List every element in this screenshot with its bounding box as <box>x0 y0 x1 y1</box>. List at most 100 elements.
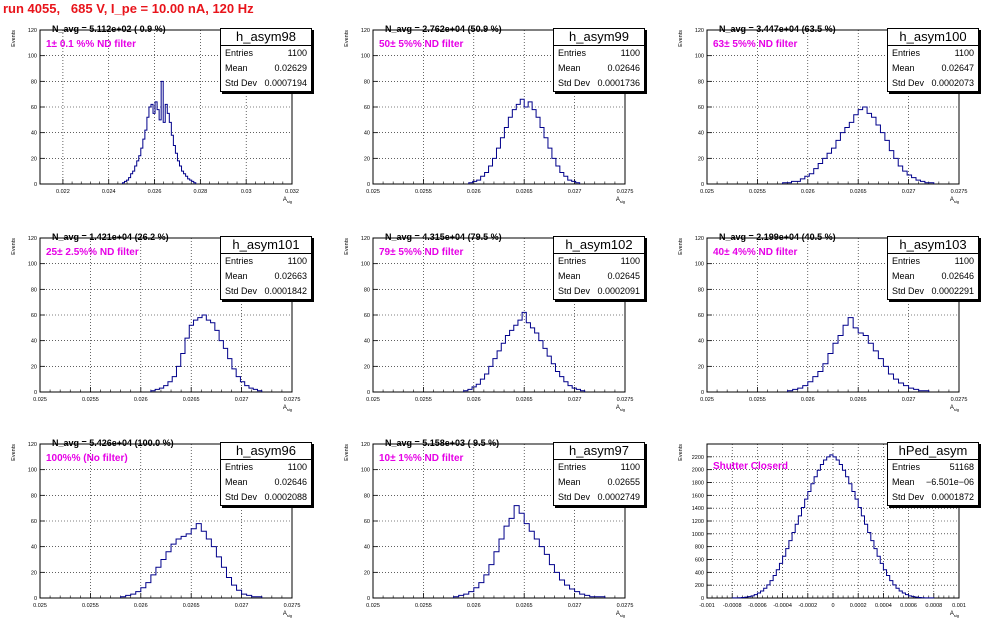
stat-value-mean: −6.501e−06 <box>925 477 974 487</box>
x-tick-label: 0.026 <box>801 397 815 403</box>
histogram-line <box>120 523 263 598</box>
y-tick-label: 40 <box>698 339 704 345</box>
stat-label-mean: Mean <box>558 477 581 487</box>
y-tick-label: 0 <box>367 182 370 188</box>
histogram-line <box>787 317 930 392</box>
stat-value-mean: 0.02663 <box>274 271 307 281</box>
filter-note: 40± 4%% ND filter <box>713 247 798 258</box>
y-axis-label: Events <box>11 238 17 255</box>
stat-label-std-dev: Std Dev <box>225 492 258 502</box>
x-tick-label: 0.0255 <box>415 189 432 195</box>
stat-row-mean: Mean 0.02655 <box>554 475 644 490</box>
stat-row-mean: Mean 0.02646 <box>554 61 644 76</box>
stat-row-std-dev: Std Dev 0.0001842 <box>221 284 311 299</box>
x-tick-label: 0.027 <box>568 189 582 195</box>
x-tick-label: 0 <box>831 603 834 609</box>
filter-note: Shutter Closerd <box>713 461 789 472</box>
x-tick-label: 0.025 <box>366 189 380 195</box>
histogram-line <box>150 314 263 392</box>
x-tick-label: 0.0255 <box>749 189 766 195</box>
filter-note: 25± 2.5%% ND filter <box>46 247 139 258</box>
x-tick-label: 0.026 <box>467 397 481 403</box>
navg-label: N_avg = 4.315e+04 (79.5 %) <box>385 232 502 242</box>
stat-value-entries: 51168 <box>949 462 974 472</box>
stat-value-mean: 0.02655 <box>607 477 640 487</box>
x-tick-label: 0.0255 <box>82 603 99 609</box>
x-tick-label: 0.026 <box>467 603 481 609</box>
stat-row-std-dev: Std Dev 0.0002091 <box>554 284 644 299</box>
y-tick-label: 80 <box>31 79 37 85</box>
y-tick-label: 1800 <box>692 481 704 487</box>
y-tick-label: 1200 <box>692 519 704 525</box>
stat-label-mean: Mean <box>225 271 248 281</box>
stat-label-std-dev: Std Dev <box>892 492 925 502</box>
y-tick-label: 120 <box>361 442 370 448</box>
stat-label-entries: Entries <box>892 462 921 472</box>
y-tick-label: 40 <box>31 131 37 137</box>
y-tick-label: 60 <box>698 313 704 319</box>
y-tick-label: 400 <box>695 570 704 576</box>
y-tick-label: 40 <box>31 545 37 551</box>
y-tick-label: 1400 <box>692 506 704 512</box>
y-tick-label: 80 <box>364 287 370 293</box>
stat-row-std-dev: Std Dev 0.0002291 <box>888 284 978 299</box>
x-tick-label: 0.025 <box>366 397 380 403</box>
y-tick-label: 80 <box>31 493 37 499</box>
histogram-pad-h_asym103: 0.025 0.0255 0.026 0.0265 0.027 0.0275 0 20 40 60… <box>667 208 997 412</box>
stat-value-mean: 0.02645 <box>607 271 640 281</box>
histogram-pad-h_asym100: 0.025 0.0255 0.026 0.0265 0.027 0.0275 0 20 40 60… <box>667 0 997 204</box>
stat-box-title: h_asym102 <box>554 237 644 254</box>
y-tick-label: 60 <box>364 313 370 319</box>
y-tick-label: 1600 <box>692 493 704 499</box>
stat-row-mean: Mean 0.02646 <box>888 269 978 284</box>
x-tick-label: 0.025 <box>33 603 47 609</box>
x-tick-label: 0.0255 <box>415 397 432 403</box>
stat-label-std-dev: Std Dev <box>558 78 591 88</box>
stat-box: h_asym96 Entries 1100 Mean 0.02646 Std Dev 0.0… <box>220 442 312 506</box>
stat-label-entries: Entries <box>225 462 254 472</box>
stat-label-mean: Mean <box>225 477 248 487</box>
y-tick-label: 60 <box>698 105 704 111</box>
stat-value-std-dev: 0.0002749 <box>597 492 640 502</box>
y-tick-label: 120 <box>361 236 370 242</box>
x-tick-label: 0.0255 <box>82 397 99 403</box>
stat-value-mean: 0.02629 <box>274 63 307 73</box>
stat-label-std-dev: Std Dev <box>558 286 591 296</box>
stat-value-std-dev: 0.0002088 <box>264 492 307 502</box>
histogram-line <box>121 80 197 184</box>
stat-row-entries: Entries 1100 <box>221 460 311 475</box>
x-tick-label: 0.0004 <box>875 603 892 609</box>
stat-row-std-dev: Std Dev 0.0002073 <box>888 76 978 91</box>
stat-box: h_asym102 Entries 1100 Mean 0.02645 Std Dev 0.… <box>553 236 645 300</box>
stat-label-entries: Entries <box>225 48 254 58</box>
y-tick-label: 20 <box>698 156 704 162</box>
x-tick-label: 0.0265 <box>516 189 533 195</box>
x-tick-label: 0.027 <box>235 603 249 609</box>
x-tick-label: 0.025 <box>366 603 380 609</box>
y-tick-label: 20 <box>364 156 370 162</box>
stat-value-std-dev: 0.0002073 <box>931 78 974 88</box>
y-tick-label: 0 <box>34 182 37 188</box>
stat-box-title: h_asym96 <box>221 443 311 460</box>
x-tick-label: -0.001 <box>699 603 715 609</box>
x-tick-label: 0.028 <box>193 189 207 195</box>
stat-box: h_asym101 Entries 1100 Mean 0.02663 Std Dev 0.… <box>220 236 312 300</box>
x-tick-label: 0.0265 <box>850 397 867 403</box>
y-tick-label: 200 <box>695 583 704 589</box>
x-tick-label: 0.032 <box>285 189 299 195</box>
y-axis-label: Events <box>344 238 350 255</box>
y-tick-label: 40 <box>364 339 370 345</box>
y-tick-label: 0 <box>34 596 37 602</box>
histogram-pad-h_asym102: 0.025 0.0255 0.026 0.0265 0.027 0.0275 0 20 40 60… <box>333 208 663 412</box>
y-tick-label: 20 <box>31 156 37 162</box>
stat-label-std-dev: Std Dev <box>225 78 258 88</box>
stat-box: h_asym98 Entries 1100 Mean 0.02629 Std Dev 0.0… <box>220 28 312 92</box>
x-tick-label: 0.0255 <box>749 397 766 403</box>
x-tick-label: 0.0265 <box>850 189 867 195</box>
x-axis-label: Asig <box>283 405 292 412</box>
y-tick-label: 80 <box>31 287 37 293</box>
stat-row-entries: Entries 51168 <box>888 460 978 475</box>
histogram-line <box>463 311 586 392</box>
navg-label: N_avg = 2.199e+04 (40.5 %) <box>719 232 836 242</box>
histogram-plot: 0.025 0.0255 0.026 0.0265 0.027 0.0275 0 20 40 60… <box>344 28 633 204</box>
